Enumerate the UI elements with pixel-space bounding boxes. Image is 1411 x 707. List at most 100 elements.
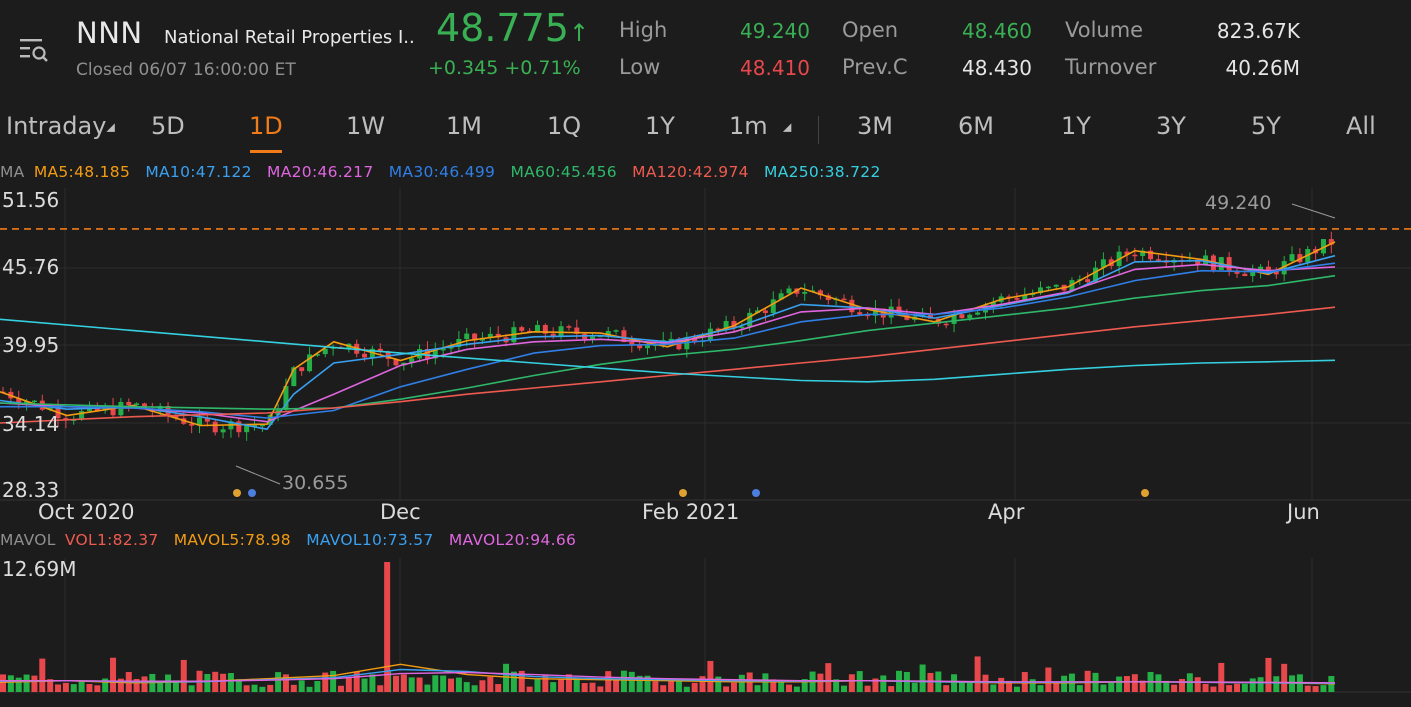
x-tick-label: Feb 2021 bbox=[642, 500, 740, 524]
tab-1y[interactable]: 1Y bbox=[645, 112, 675, 140]
ma120-line bbox=[0, 306, 1336, 424]
candle-body bbox=[1022, 295, 1028, 300]
candle-body bbox=[865, 314, 871, 317]
volume-bar bbox=[31, 675, 38, 692]
volume-bar bbox=[1013, 686, 1020, 692]
ma-legend[interactable]: MA MA5:48.185 MA10:47.122 MA20:46.217 MA… bbox=[0, 163, 891, 181]
volume-bar bbox=[770, 679, 777, 692]
tab-3y[interactable]: 3Y bbox=[1156, 112, 1186, 140]
volume-bar bbox=[78, 681, 85, 692]
volume-bar bbox=[668, 681, 675, 692]
volume-bar bbox=[1320, 685, 1327, 692]
low-value: 48.410 bbox=[740, 56, 810, 80]
x-tick-label: Dec bbox=[380, 500, 421, 524]
candle-body bbox=[802, 291, 808, 294]
candle-body bbox=[283, 386, 289, 410]
volume-bar bbox=[1304, 685, 1311, 692]
candle-body bbox=[495, 333, 501, 338]
volume-bar bbox=[565, 674, 572, 692]
volume-bar bbox=[23, 674, 30, 692]
candle-body bbox=[220, 429, 226, 433]
tab-all[interactable]: All bbox=[1346, 112, 1376, 140]
active-tab-indicator bbox=[250, 150, 282, 153]
volume-bar bbox=[526, 686, 533, 692]
volume-bar bbox=[204, 673, 211, 692]
ma10-line bbox=[0, 254, 1336, 431]
volume-bar bbox=[259, 686, 266, 692]
volume-bar bbox=[62, 682, 69, 692]
volume-bar bbox=[1218, 662, 1225, 692]
candle-body bbox=[448, 346, 454, 349]
candle-body bbox=[417, 349, 423, 359]
tab-6m[interactable]: 6M bbox=[958, 112, 994, 140]
candle-body bbox=[715, 328, 721, 331]
candle-body bbox=[118, 401, 124, 416]
tab-5d[interactable]: 5D bbox=[151, 112, 185, 140]
volume-bar bbox=[707, 660, 714, 692]
volume-bar bbox=[856, 671, 863, 692]
volume-bar bbox=[133, 678, 140, 692]
candle-body bbox=[252, 425, 258, 427]
candle-body bbox=[723, 321, 729, 330]
tab-5y[interactable]: 5Y bbox=[1251, 112, 1281, 140]
candle-body bbox=[558, 326, 564, 337]
low-marker-leader bbox=[235, 465, 281, 485]
volume-bar bbox=[172, 680, 179, 692]
candle-body bbox=[212, 421, 218, 433]
last-price: 48.775↑ bbox=[436, 6, 589, 50]
volume-bar bbox=[754, 685, 761, 692]
volume-value: 823.67K bbox=[1216, 19, 1300, 43]
candle-body bbox=[519, 327, 525, 331]
y-tick-label: 39.95 bbox=[2, 333, 60, 357]
volume-bar bbox=[1139, 680, 1146, 692]
volume-bar bbox=[1234, 683, 1241, 692]
volume-bar bbox=[345, 677, 352, 692]
volume-bar bbox=[220, 673, 227, 692]
volume-bar bbox=[1131, 674, 1138, 692]
tab-intraday[interactable]: Intraday◢ bbox=[6, 112, 115, 140]
candle-body bbox=[1045, 286, 1051, 289]
volume-bar bbox=[817, 673, 824, 692]
tab-1w[interactable]: 1W bbox=[346, 112, 385, 140]
mavol-line bbox=[0, 671, 1336, 684]
candle-body bbox=[637, 345, 643, 349]
candle-body bbox=[314, 354, 320, 356]
volume-bar bbox=[715, 676, 722, 692]
volume-bar bbox=[188, 685, 195, 692]
candle-body bbox=[778, 293, 784, 300]
turnover-label: Turnover bbox=[1065, 55, 1157, 79]
volume-bar bbox=[699, 676, 706, 692]
candle-body bbox=[1242, 273, 1248, 276]
mavol-legend-title: MAVOL bbox=[0, 531, 56, 549]
candle-body bbox=[739, 326, 745, 329]
candle-body bbox=[786, 288, 792, 294]
volume-bar bbox=[503, 663, 510, 692]
tab-1min[interactable]: 1m ◢ bbox=[729, 112, 792, 140]
tab-divider bbox=[818, 116, 819, 144]
volume-bar bbox=[353, 671, 360, 692]
tab-1m[interactable]: 1M bbox=[446, 112, 482, 140]
candle-body bbox=[943, 323, 949, 326]
volume-bar bbox=[282, 674, 289, 692]
candle-body bbox=[857, 312, 863, 315]
turnover-value: 40.26M bbox=[1225, 56, 1300, 80]
candle-body bbox=[134, 403, 140, 406]
tab-1y-minute[interactable]: 1Y bbox=[1061, 112, 1091, 140]
volume-bar bbox=[613, 679, 620, 692]
volume-bar bbox=[628, 671, 635, 692]
volume-bar bbox=[298, 680, 305, 692]
volume-bar bbox=[55, 684, 62, 692]
volume-bar bbox=[361, 678, 368, 692]
mavol-legend[interactable]: MAVOL VOL1:82.37 MAVOL5:78.98 MAVOL10:73… bbox=[0, 531, 586, 549]
volume-bar bbox=[793, 686, 800, 692]
menu-icon[interactable] bbox=[18, 34, 50, 66]
candle-body bbox=[1140, 250, 1146, 256]
candle-body bbox=[487, 333, 493, 338]
candle-body bbox=[959, 314, 965, 319]
tab-3m[interactable]: 3M bbox=[857, 112, 893, 140]
volume-bar bbox=[471, 685, 478, 692]
tab-1q[interactable]: 1Q bbox=[547, 112, 582, 140]
tab-1d[interactable]: 1D bbox=[249, 112, 283, 140]
volume-bar bbox=[683, 686, 690, 692]
